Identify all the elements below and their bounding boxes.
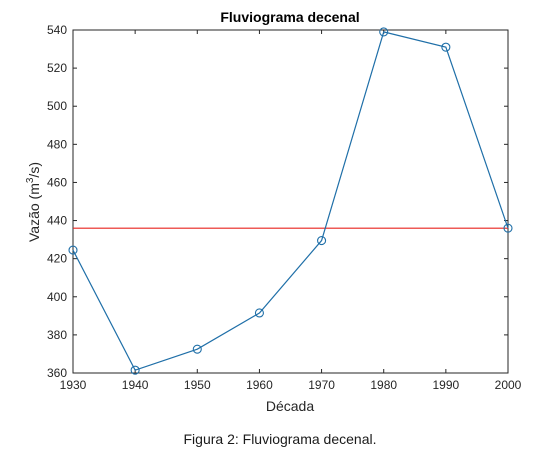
y-tick-label: 400 bbox=[47, 290, 67, 304]
y-tick-label: 460 bbox=[47, 175, 67, 189]
y-tick-label: 500 bbox=[47, 99, 67, 113]
x-axis-label: Década bbox=[266, 398, 314, 414]
chart-title: Fluviograma decenal bbox=[220, 9, 359, 25]
x-tick-label: 1930 bbox=[60, 378, 87, 392]
y-tick-label: 420 bbox=[47, 252, 67, 266]
data-point bbox=[503, 223, 513, 233]
data-point bbox=[192, 344, 202, 354]
plot-marks bbox=[68, 27, 513, 375]
x-tick-label: 1980 bbox=[370, 378, 397, 392]
x-tick-label: 1960 bbox=[246, 378, 273, 392]
chart: Fluviograma decenal 1930 1940 1950 1960 1970… bbox=[25, 9, 522, 414]
y-axis-label-prefix: Vazão (m bbox=[26, 183, 42, 242]
data-point bbox=[254, 308, 264, 318]
x-tick-label: 1950 bbox=[184, 378, 211, 392]
x-tick-label: 2000 bbox=[495, 378, 522, 392]
y-axis-label-suffix: /s) bbox=[26, 162, 42, 178]
y-tick-label: 440 bbox=[47, 214, 67, 228]
axis-ticks: 1930 1940 1950 1960 1970 1980 1990 2000 360 380 40… bbox=[47, 23, 522, 392]
data-point bbox=[379, 27, 389, 37]
x-tick-label: 1970 bbox=[308, 378, 335, 392]
data-point bbox=[130, 365, 140, 375]
y-tick-label: 540 bbox=[47, 23, 67, 37]
data-point bbox=[441, 42, 451, 52]
y-tick-label: 520 bbox=[47, 61, 67, 75]
y-tick-label: 380 bbox=[47, 328, 67, 342]
y-tick-label: 480 bbox=[47, 137, 67, 151]
series-line bbox=[72, 31, 509, 371]
x-tick-label: 1940 bbox=[122, 378, 149, 392]
data-point bbox=[68, 245, 78, 255]
figure-caption: Figura 2: Fluviograma decenal. bbox=[183, 431, 377, 447]
y-tick-label: 360 bbox=[47, 366, 67, 380]
plot-area bbox=[72, 29, 509, 374]
y-axis-label: Vazão (m3/s) bbox=[25, 162, 42, 242]
x-tick-label: 1990 bbox=[433, 378, 460, 392]
y-axis-label-sup: 3 bbox=[25, 177, 36, 183]
data-point bbox=[317, 236, 327, 246]
